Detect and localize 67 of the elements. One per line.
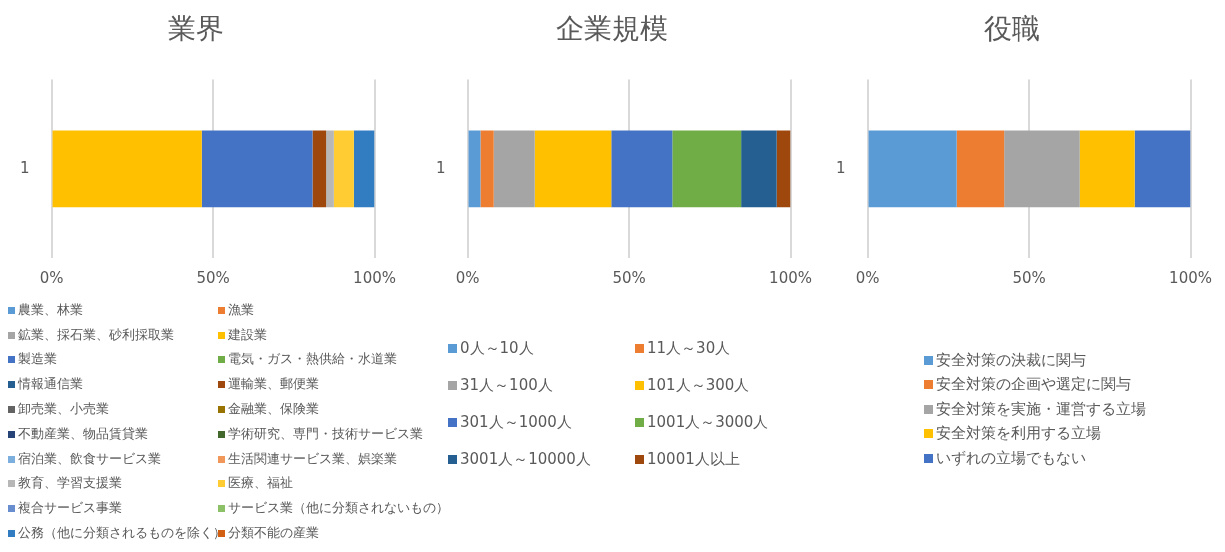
bar bbox=[1079, 130, 1135, 208]
legend-label: 11人～30人 bbox=[647, 339, 731, 358]
bar bbox=[480, 130, 494, 208]
chart-title: 役職 bbox=[984, 12, 1040, 46]
bar bbox=[312, 130, 327, 208]
y-tick-label: 1 bbox=[20, 158, 30, 177]
legend-label: 情報通信業 bbox=[18, 376, 83, 394]
bar bbox=[353, 130, 375, 208]
bar bbox=[776, 130, 791, 208]
bar bbox=[1134, 130, 1191, 208]
legend-label: 金融業、保険業 bbox=[228, 401, 319, 419]
bar bbox=[611, 130, 673, 208]
legend-label: 0人～10人 bbox=[460, 339, 534, 358]
legend-label: 3001人～10000人 bbox=[460, 450, 591, 469]
x-tick-label: 50% bbox=[196, 268, 230, 287]
bar bbox=[493, 130, 535, 208]
legend-label: 公務（他に分類されるものを除く） bbox=[18, 525, 226, 543]
legend-label: いずれの立場でもない bbox=[936, 448, 1086, 468]
legend-label: 漁業 bbox=[228, 301, 254, 319]
legend-label: 製造業 bbox=[18, 351, 57, 369]
legend-label: 電気・ガス・熱供給・水道業 bbox=[228, 351, 397, 369]
bar bbox=[468, 130, 481, 208]
legend-label: 鉱業、採石業、砂利採取業 bbox=[18, 326, 174, 344]
legend-label: 分類不能の産業 bbox=[228, 525, 319, 543]
chart-title: 業界 bbox=[168, 12, 224, 46]
x-tick-label: 0% bbox=[39, 268, 64, 287]
bar bbox=[52, 130, 202, 208]
legend-label: 運輸業、郵便業 bbox=[228, 376, 319, 394]
x-tick-label: 100% bbox=[353, 268, 396, 287]
x-tick-label: 0% bbox=[855, 268, 880, 287]
bar bbox=[326, 130, 334, 208]
bar bbox=[868, 130, 957, 208]
x-tick-label: 0% bbox=[455, 268, 480, 287]
y-tick-label: 1 bbox=[836, 158, 846, 177]
bar bbox=[672, 130, 742, 208]
legend-label: 医療、福祉 bbox=[228, 475, 293, 493]
legend-label: 学術研究、専門・技術サービス業 bbox=[228, 425, 423, 443]
bar bbox=[741, 130, 777, 208]
legend-label: 卸売業、小売業 bbox=[18, 401, 109, 419]
y-tick-label: 1 bbox=[436, 158, 446, 177]
legend-label: 安全対策を利用する立場 bbox=[936, 424, 1101, 444]
chart-title: 企業規模 bbox=[556, 12, 668, 46]
legend-label: サービス業（他に分類されないもの） bbox=[228, 500, 449, 518]
x-tick-label: 100% bbox=[769, 268, 812, 287]
legend-label: 301人～1000人 bbox=[460, 413, 572, 432]
x-tick-label: 100% bbox=[1169, 268, 1212, 287]
bar bbox=[956, 130, 1005, 208]
bar bbox=[201, 130, 313, 208]
legend-label: 安全対策を実施・運営する立場 bbox=[936, 399, 1146, 419]
x-tick-label: 50% bbox=[1012, 268, 1046, 287]
legend-label: 安全対策の決裁に関与 bbox=[936, 350, 1086, 370]
bar bbox=[333, 130, 354, 208]
legend-label: 生活関連サービス業、娯楽業 bbox=[228, 450, 397, 468]
legend-label: 教育、学習支援業 bbox=[18, 475, 122, 493]
legend-label: 101人～300人 bbox=[647, 376, 750, 395]
bar bbox=[1004, 130, 1080, 208]
legend-label: 複合サービス事業 bbox=[18, 500, 122, 518]
legend-label: 不動産業、物品賃貸業 bbox=[18, 425, 148, 443]
legend-label: 宿泊業、飲食サービス業 bbox=[18, 450, 161, 468]
legend-label: 安全対策の企画や選定に関与 bbox=[936, 375, 1131, 395]
legend-label: 10001人以上 bbox=[647, 450, 740, 469]
legend-label: 31人～100人 bbox=[460, 376, 553, 395]
legend-label: 農業、林業 bbox=[18, 301, 83, 319]
bar bbox=[534, 130, 612, 208]
x-tick-label: 50% bbox=[612, 268, 646, 287]
legend-label: 1001人～3000人 bbox=[647, 413, 769, 432]
legend-label: 建設業 bbox=[228, 326, 267, 344]
